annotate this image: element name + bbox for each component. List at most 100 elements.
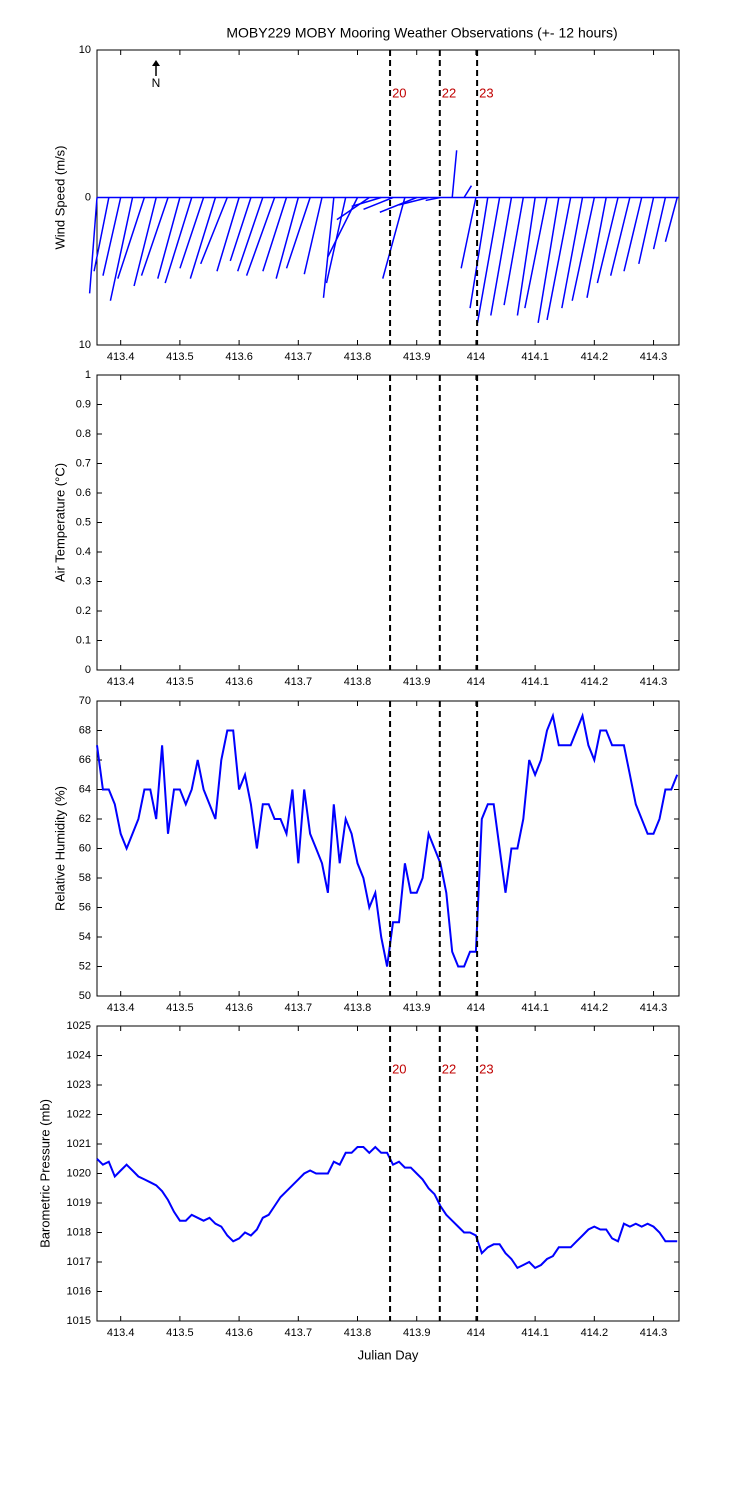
wind-stick <box>117 197 146 279</box>
wind-stick <box>524 197 548 309</box>
x-tick-label: 413.7 <box>285 1327 313 1339</box>
y-tick-label: 0.2 <box>76 605 91 617</box>
y-tick-label: 50 <box>79 990 91 1002</box>
x-tick-label: 414.1 <box>521 676 549 688</box>
y-tick-label: 1017 <box>67 1256 91 1268</box>
x-tick-label: 413.5 <box>166 1327 194 1339</box>
x-tick-label: 414.2 <box>581 351 609 363</box>
y-tick-label: 1 <box>85 369 91 381</box>
x-tick-label: 414.1 <box>521 1002 549 1014</box>
x-tick-label: 414 <box>467 676 485 688</box>
x-tick-label: 413.8 <box>344 676 372 688</box>
x-tick-label: 413.6 <box>225 351 253 363</box>
wind-stick <box>490 197 513 316</box>
wind-stick <box>102 197 122 276</box>
plot-area <box>96 1025 680 1322</box>
figure-title: MOBY229 MOBY Mooring Weather Observation… <box>226 25 617 41</box>
y-tick-label: 1023 <box>67 1079 91 1091</box>
y-axis-label: Barometric Pressure (mb) <box>37 1099 52 1248</box>
event-label: 23 <box>479 1061 493 1076</box>
y-tick-label: 0.8 <box>76 428 91 440</box>
wind-stick <box>157 197 181 279</box>
y-tick-label: 62 <box>79 813 91 825</box>
wind-stick <box>623 197 643 272</box>
y-tick-label: 1018 <box>67 1226 91 1238</box>
y-tick-label: 0 <box>85 191 91 203</box>
y-tick-label: 1019 <box>67 1197 91 1209</box>
x-tick-label: 413.4 <box>107 676 135 688</box>
x-tick-label: 413.9 <box>403 676 431 688</box>
x-tick-label: 414.3 <box>640 1002 668 1014</box>
x-tick-label: 413.9 <box>403 351 431 363</box>
y-axis-label: Air Temperature (°C) <box>52 463 67 582</box>
x-tick-label: 414.2 <box>581 1002 609 1014</box>
x-tick-label: 413.5 <box>166 351 194 363</box>
wind-stick <box>451 150 458 198</box>
x-tick-label: 413.6 <box>225 1002 253 1014</box>
y-tick-label: 0.5 <box>76 516 91 528</box>
wind-stick <box>88 197 98 294</box>
wind-stick <box>133 197 157 287</box>
data-line <box>96 712 679 968</box>
y-tick-label: 10 <box>79 44 91 56</box>
wind-stick <box>460 197 477 269</box>
wind-stick <box>245 197 276 276</box>
x-tick-label: 413.6 <box>225 1327 253 1339</box>
wind-stick <box>285 197 311 269</box>
x-tick-label: 413.4 <box>107 351 135 363</box>
wind-stick <box>189 197 217 279</box>
event-label: 20 <box>392 1061 406 1076</box>
wind-stick <box>664 197 678 242</box>
y-tick-label: 54 <box>79 931 91 943</box>
x-tick-label: 414.3 <box>640 1327 668 1339</box>
wind-stick <box>229 197 252 262</box>
wind-stick <box>140 197 169 276</box>
x-tick-label: 414.2 <box>581 676 609 688</box>
wind-stick <box>363 196 394 210</box>
plot-area <box>96 374 680 671</box>
y-tick-label: 0.1 <box>76 634 91 646</box>
wind-stick <box>179 197 205 269</box>
y-tick-label: 1015 <box>67 1315 91 1327</box>
wind-stick <box>463 185 473 198</box>
wind-stick <box>303 197 323 275</box>
y-tick-label: 1020 <box>67 1167 91 1179</box>
x-tick-label: 414.3 <box>640 676 668 688</box>
y-tick-label: 1025 <box>67 1020 91 1032</box>
north-label: N <box>152 76 161 90</box>
x-tick-label: 413.8 <box>344 351 372 363</box>
wind-stick <box>638 197 655 265</box>
wind-stick <box>425 196 441 202</box>
plot-area <box>96 700 680 997</box>
wind-stick <box>537 197 560 323</box>
wind-stick <box>586 197 607 298</box>
x-tick-label: 413.7 <box>285 1002 313 1014</box>
wind-stick <box>164 197 193 284</box>
y-tick-label: 0.9 <box>76 398 91 410</box>
event-label: 22 <box>442 1061 456 1076</box>
wind-stick <box>322 197 335 298</box>
north-arrow-head <box>152 60 160 66</box>
wind-stick <box>609 197 631 276</box>
y-tick-label: 0.3 <box>76 575 91 587</box>
wind-stick <box>476 197 501 324</box>
wind-stick <box>561 197 584 309</box>
wind-stick <box>351 196 382 208</box>
y-tick-label: 1022 <box>67 1108 91 1120</box>
y-tick-label: 1024 <box>67 1049 91 1061</box>
y-tick-label: 68 <box>79 724 91 736</box>
y-tick-label: 66 <box>79 754 91 766</box>
wind-stick <box>379 196 417 213</box>
wind-stick <box>93 197 110 272</box>
event-label: 20 <box>392 85 406 100</box>
x-tick-label: 413.7 <box>285 676 313 688</box>
x-tick-label: 414.3 <box>640 351 668 363</box>
wind-stick <box>216 197 240 272</box>
wind-stick <box>336 196 370 221</box>
wind-stick <box>109 197 134 301</box>
event-label: 22 <box>442 85 456 100</box>
x-tick-label: 413.5 <box>166 1002 194 1014</box>
x-tick-label: 413.5 <box>166 676 194 688</box>
wind-stick <box>262 197 288 272</box>
y-axis-label: Relative Humidity (%) <box>52 786 67 911</box>
